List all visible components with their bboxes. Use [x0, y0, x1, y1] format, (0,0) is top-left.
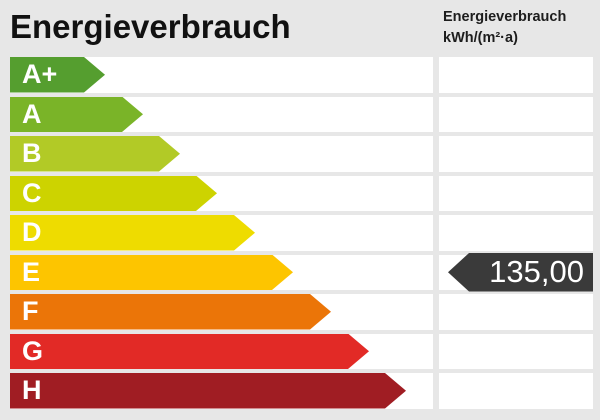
- value-column-cell: [439, 96, 593, 132]
- energy-scale: A+ A B C D E 135,00 F G H: [0, 57, 600, 413]
- value-column-cell: [439, 333, 593, 369]
- energy-class-row: D: [0, 215, 600, 251]
- page-title: Energieverbrauch: [10, 8, 291, 45]
- unit-column-unit: kWh/(m²·a): [443, 30, 518, 46]
- unit-column-title: Energieverbrauch: [443, 9, 567, 25]
- value-column-cell: [439, 215, 593, 251]
- energy-class-bar: D: [10, 215, 255, 251]
- energy-class-bar: C: [10, 176, 217, 212]
- energy-class-row: A: [0, 96, 600, 133]
- energy-class-bar: A: [10, 97, 143, 133]
- energy-class-label: F: [22, 296, 39, 326]
- energy-class-label: E: [22, 256, 41, 287]
- energy-class-row: B: [0, 136, 600, 172]
- energy-class-label: D: [22, 217, 42, 247]
- energy-class-label: H: [22, 375, 42, 405]
- energy-class-label: C: [22, 177, 42, 208]
- value-column-cell: [439, 57, 593, 93]
- consumption-value-marker: 135,00: [448, 253, 593, 292]
- energy-class-bar: B: [10, 136, 180, 172]
- energy-class-label: G: [22, 335, 44, 366]
- value-column-cell: [439, 175, 593, 211]
- consumption-value: 135,00: [489, 254, 584, 289]
- value-column-cell: [439, 294, 593, 330]
- energy-class-bar: A+: [10, 57, 105, 93]
- unit-column-header: Energieverbrauch kWh/(m²·a): [443, 7, 566, 49]
- value-column-cell: [439, 373, 593, 409]
- energy-class-row: E 135,00: [0, 253, 600, 292]
- energy-class-label: A+: [22, 59, 58, 89]
- energy-class-row: A+: [0, 57, 600, 93]
- energy-class-row: G: [0, 333, 600, 370]
- energy-class-bar: H: [10, 373, 406, 409]
- energy-class-row: F: [0, 294, 600, 330]
- energy-class-label: A: [22, 98, 42, 129]
- energy-class-bar: F: [10, 294, 331, 330]
- value-column-cell: [439, 136, 593, 172]
- energy-class-bar: E: [10, 255, 293, 291]
- energy-class-row: H: [0, 373, 600, 409]
- energy-class-label: B: [22, 138, 42, 168]
- energy-class-row: C: [0, 175, 600, 212]
- energy-class-bar: G: [10, 334, 369, 370]
